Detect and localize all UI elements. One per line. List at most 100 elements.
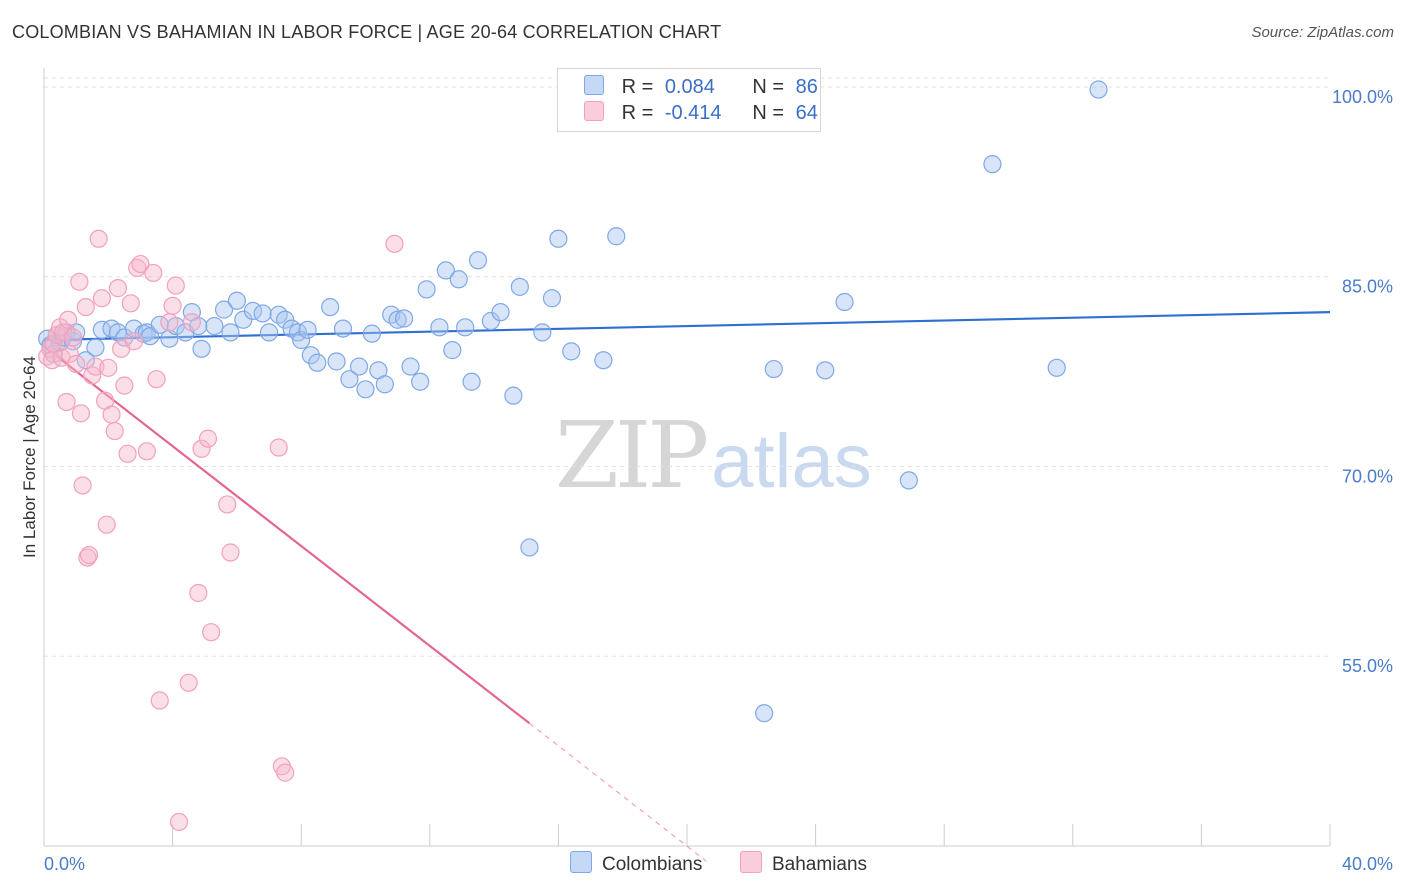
point-bahamians: [192, 439, 211, 458]
point-colombians: [349, 357, 369, 376]
point-colombians: [1089, 80, 1108, 99]
point-bahamians: [169, 812, 189, 832]
point-colombians: [436, 261, 455, 280]
point-colombians: [755, 704, 774, 723]
watermark: ZIPatlas: [555, 402, 872, 509]
point-colombians: [327, 352, 346, 371]
legend-swatch-bahamians: [740, 851, 762, 873]
point-bahamians: [70, 272, 89, 291]
point-colombians: [227, 291, 246, 310]
legend-label-colombians: Colombians: [602, 854, 703, 875]
chart-title: COLOMBIAN VS BAHAMIAN IN LABOR FORCE | A…: [12, 22, 722, 42]
point-colombians: [456, 318, 475, 337]
legend-row-bahamians: R = -0.414 N = 64: [584, 101, 818, 127]
point-colombians: [983, 155, 1002, 174]
legend-item-bahamians: Bahamians: [740, 851, 867, 876]
point-colombians: [899, 471, 918, 490]
correlation-legend: R = 0.084 N = 86 R = -0.414 N = 64: [557, 68, 821, 132]
grid-lines: [44, 77, 1330, 657]
point-colombians: [533, 323, 552, 342]
point-colombians: [76, 351, 95, 370]
point-bahamians: [144, 263, 163, 283]
point-bahamians: [121, 294, 140, 313]
y-tick-label: 100.0%: [1332, 87, 1393, 107]
point-bahamians: [99, 358, 118, 377]
point-colombians: [401, 357, 420, 376]
legend-n-value: 64: [795, 102, 818, 124]
point-bahamians: [108, 279, 128, 298]
point-colombians: [449, 270, 468, 289]
point-colombians: [462, 372, 481, 391]
point-bahamians: [118, 444, 137, 463]
point-bahamians: [89, 229, 108, 248]
axis-labels: 55.0% 70.0% 85.0% 100.0% 0.0% 40.0% In Labor F…: [20, 87, 1393, 874]
point-bahamians: [198, 429, 218, 448]
point-bahamians: [63, 328, 83, 347]
point-colombians: [394, 309, 414, 328]
point-colombians: [764, 359, 783, 379]
point-bahamians: [385, 234, 404, 253]
point-bahamians: [221, 543, 240, 562]
point-bahamians: [179, 673, 198, 692]
point-bahamians: [67, 354, 86, 374]
point-colombians: [292, 330, 311, 350]
trend-line-bahamians: [43, 345, 531, 725]
point-colombians: [340, 370, 359, 389]
legend-n-value: 86: [795, 76, 818, 98]
point-bahamians: [105, 421, 124, 441]
point-colombians: [417, 280, 436, 299]
legend-row-colombians: R = 0.084 N = 86: [584, 75, 818, 101]
point-colombians: [443, 341, 462, 360]
point-bahamians: [76, 297, 95, 317]
point-bahamians: [218, 495, 237, 514]
point-colombians: [1047, 358, 1066, 377]
point-bahamians: [269, 438, 288, 457]
point-colombians: [298, 320, 317, 339]
point-colombians: [430, 318, 449, 337]
point-bahamians: [73, 476, 92, 495]
point-colombians: [510, 277, 529, 296]
legend-r-label: R =: [621, 76, 654, 98]
point-colombians: [411, 372, 430, 391]
point-bahamians: [57, 392, 76, 412]
point-bahamians: [189, 583, 208, 603]
data-points: [38, 80, 1108, 832]
point-colombians: [301, 346, 320, 365]
point-colombians: [214, 300, 234, 319]
legend-r-label: R =: [621, 102, 654, 124]
point-colombians: [253, 304, 272, 323]
legend-swatch-colombians: [584, 75, 604, 95]
point-colombians: [520, 538, 539, 557]
legend-label-bahamians: Bahamians: [772, 854, 868, 875]
point-colombians: [321, 297, 340, 317]
watermark-atlas: atlas: [711, 419, 872, 504]
legend-r-value: 0.084: [664, 76, 715, 98]
point-colombians: [542, 289, 562, 308]
trend-lines: [43, 311, 1331, 862]
point-colombians: [549, 229, 568, 248]
y-tick-label: 70.0%: [1342, 466, 1393, 486]
legend-n-label: N =: [752, 102, 785, 124]
point-colombians: [491, 303, 510, 322]
point-bahamians: [137, 442, 156, 461]
point-bahamians: [97, 515, 116, 534]
point-bahamians: [160, 313, 179, 332]
point-colombians: [259, 323, 279, 342]
point-colombians: [362, 324, 382, 343]
point-bahamians: [124, 332, 144, 351]
trend-line-bahamians-extension: [529, 722, 707, 862]
point-bahamians: [166, 276, 185, 295]
point-bahamians: [150, 691, 169, 710]
point-bahamians: [182, 313, 201, 332]
point-colombians: [86, 338, 105, 357]
y-axis-title: In Labor Force | Age 20-64: [20, 356, 39, 558]
point-bahamians: [115, 376, 134, 395]
point-bahamians: [147, 370, 166, 389]
point-bahamians: [163, 296, 182, 315]
point-colombians: [192, 339, 211, 358]
point-colombians: [205, 316, 224, 336]
point-bahamians: [79, 545, 99, 565]
legend-swatch-colombians: [570, 851, 592, 873]
point-colombians: [594, 351, 613, 370]
y-tick-label: 85.0%: [1342, 277, 1393, 297]
